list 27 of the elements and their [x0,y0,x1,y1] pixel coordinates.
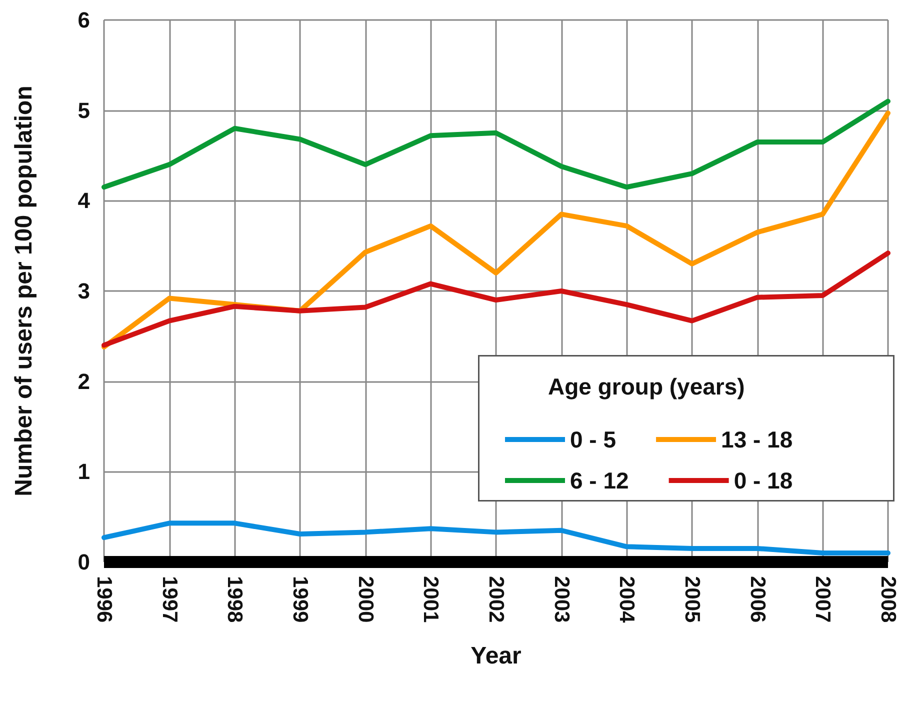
y-tick-label: 5 [78,98,90,123]
x-tick-label: 2007 [811,576,834,623]
y-axis-title: Number of users per 100 population [10,86,38,496]
y-tick-label: 3 [78,278,90,304]
x-tick-label: 2000 [354,576,377,623]
legend-label: 13 - 18 [721,426,793,452]
legend-label: 6 - 12 [570,468,629,494]
x-tick-label: 2006 [746,576,769,623]
x-tick-label: 1998 [223,576,246,624]
legend-label: 0 - 5 [570,426,616,452]
y-tick-label: 6 [78,8,90,32]
x-tick-label: 2003 [550,576,573,623]
x-tick-label: 2008 [876,576,900,624]
x-tick-label: 2004 [615,576,638,624]
x-tick-label: 1997 [158,576,181,623]
y-tick-label: 2 [78,368,90,394]
x-tick-label: 1996 [92,576,116,623]
x-tick-label: 2001 [419,576,442,624]
y-tick-label: 1 [78,459,90,484]
x-tick-label: 1999 [288,576,312,623]
x-tick-label: 2005 [680,576,704,624]
legend-label: 0 - 18 [734,468,793,494]
y-tick-label: 4 [78,188,91,214]
x-axis-title: Year [470,642,522,670]
legend-title: Age group (years) [548,374,745,400]
x-tick-label: 2002 [484,576,508,623]
y-tick-label: 0 [78,550,90,574]
